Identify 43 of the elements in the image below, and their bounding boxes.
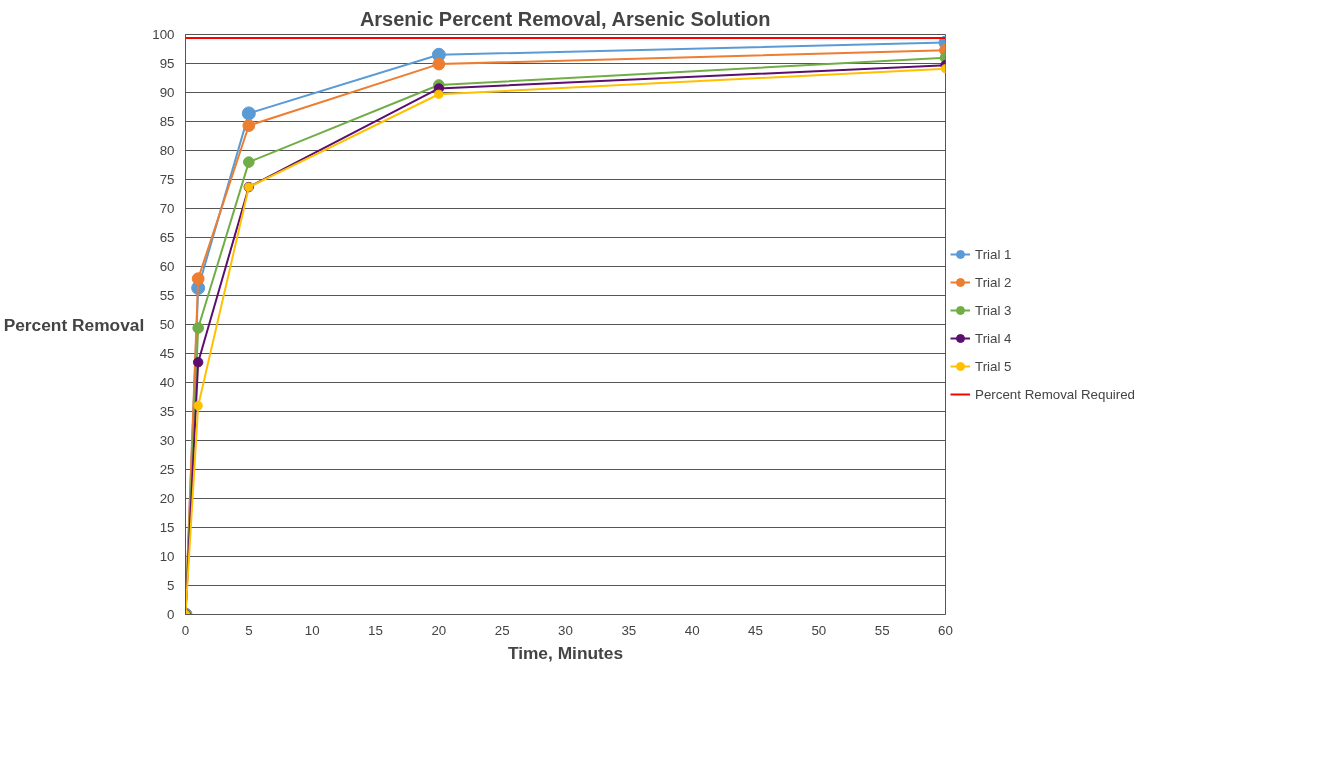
- y-tick-label: 30: [159, 433, 175, 448]
- legend-label: Trial 2: [975, 274, 1012, 290]
- y-tick-label: 25: [159, 462, 175, 477]
- y-tick-label: 40: [159, 375, 175, 390]
- y-tick-label: 85: [159, 114, 175, 129]
- y-tick-label: 10: [159, 549, 175, 564]
- x-tick-label: 15: [368, 622, 383, 638]
- x-tick-label: 10: [304, 622, 320, 638]
- y-tick-label: 50: [159, 317, 175, 332]
- y-tick-label: 90: [159, 85, 175, 100]
- legend-label: Trial 5: [975, 358, 1012, 374]
- y-tick-label: 35: [159, 404, 175, 419]
- y-tick-label: 45: [159, 346, 175, 361]
- x-axis-title: Time, Minutes: [507, 642, 624, 663]
- x-tick-label: 60: [938, 622, 953, 638]
- x-tick-label: 35: [621, 622, 637, 638]
- y-tick-label: 70: [159, 201, 175, 216]
- y-tick-label: 55: [159, 288, 175, 303]
- x-tick-label: 50: [811, 622, 827, 638]
- y-tick-label: 65: [159, 230, 175, 245]
- legend-label: Trial 1: [975, 246, 1012, 262]
- x-tick-label: 40: [684, 622, 700, 638]
- legend-label: Trial 3: [975, 302, 1012, 318]
- y-axis-title: Percent Removal: [3, 314, 145, 335]
- x-tick-label: 55: [874, 622, 890, 638]
- y-tick-label: 15: [159, 520, 175, 535]
- y-tick-label: 100: [152, 27, 175, 42]
- y-tick-label: 80: [159, 143, 175, 158]
- legend-label: Trial 4: [975, 330, 1012, 346]
- y-tick-label: 5: [167, 578, 175, 593]
- y-tick-label: 95: [159, 56, 175, 71]
- x-tick-label: 0: [181, 622, 190, 638]
- x-tick-label: 25: [494, 622, 510, 638]
- y-tick-label: 0: [167, 607, 175, 622]
- y-tick-label: 20: [159, 491, 175, 506]
- x-tick-label: 20: [431, 622, 447, 638]
- y-tick-label: 60: [159, 259, 175, 274]
- chart-title: Arsenic Percent Removal, Arsenic Solution: [359, 7, 771, 30]
- x-tick-label: 45: [748, 622, 763, 638]
- x-tick-label: 5: [245, 622, 253, 638]
- y-tick-label: 75: [159, 172, 175, 187]
- legend-label: Percent Removal Required: [975, 386, 1136, 402]
- x-tick-label: 30: [558, 622, 573, 638]
